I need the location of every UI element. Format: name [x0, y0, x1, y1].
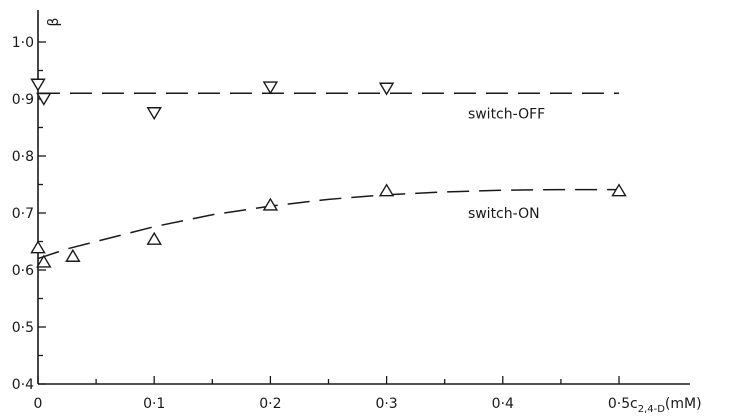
y-tick-label: 0·5 — [12, 320, 34, 336]
y-axis-title: β — [46, 18, 62, 27]
axes: 0 0·1 0·2 0·3 0·4 0·5 0·4 0·5 0·6 0·7 0·8 0·9 1·0 β c2… — [12, 10, 702, 415]
annotations: switch-OFF switch-ON — [468, 106, 545, 222]
y-tick-label: 0·6 — [12, 263, 34, 279]
series-label: switch-ON — [468, 206, 540, 222]
y-tick-label: 0·9 — [12, 92, 34, 108]
fit-lines — [37, 92, 619, 260]
triangle-down-marker — [146, 107, 162, 121]
triangle-down-marker — [262, 81, 279, 95]
x-tick-label: 0·5 — [608, 396, 630, 412]
triangle-up-marker — [262, 197, 279, 211]
y-tick-label: 1·0 — [12, 35, 34, 51]
triangle-up-marker — [146, 231, 162, 245]
y-tick-label: 0·4 — [12, 377, 34, 393]
triangle-down-marker — [378, 82, 395, 96]
x-axis-title: c2,4-D(mM) — [630, 396, 702, 415]
x-tick-label: 0 — [34, 396, 43, 412]
fit-line-switch-on — [37, 188, 619, 260]
y-tick-label: 0·7 — [12, 206, 34, 222]
x-tick-label: 0·1 — [143, 396, 165, 412]
data-markers — [30, 78, 627, 268]
x-tick-label: 0·3 — [375, 396, 397, 412]
triangle-up-marker — [65, 248, 81, 262]
triangle-up-marker — [36, 254, 52, 268]
x-tick-label: 0·4 — [492, 396, 514, 412]
series-label: switch-OFF — [468, 106, 545, 122]
triangle-up-marker — [611, 183, 627, 197]
triangle-down-marker — [30, 78, 46, 92]
triangle-up-marker — [378, 183, 395, 197]
triangle-down-marker — [36, 92, 52, 106]
x-tick-label: 0·2 — [259, 396, 281, 412]
y-tick-label: 0·8 — [12, 149, 34, 165]
triangle-up-marker — [30, 240, 46, 254]
